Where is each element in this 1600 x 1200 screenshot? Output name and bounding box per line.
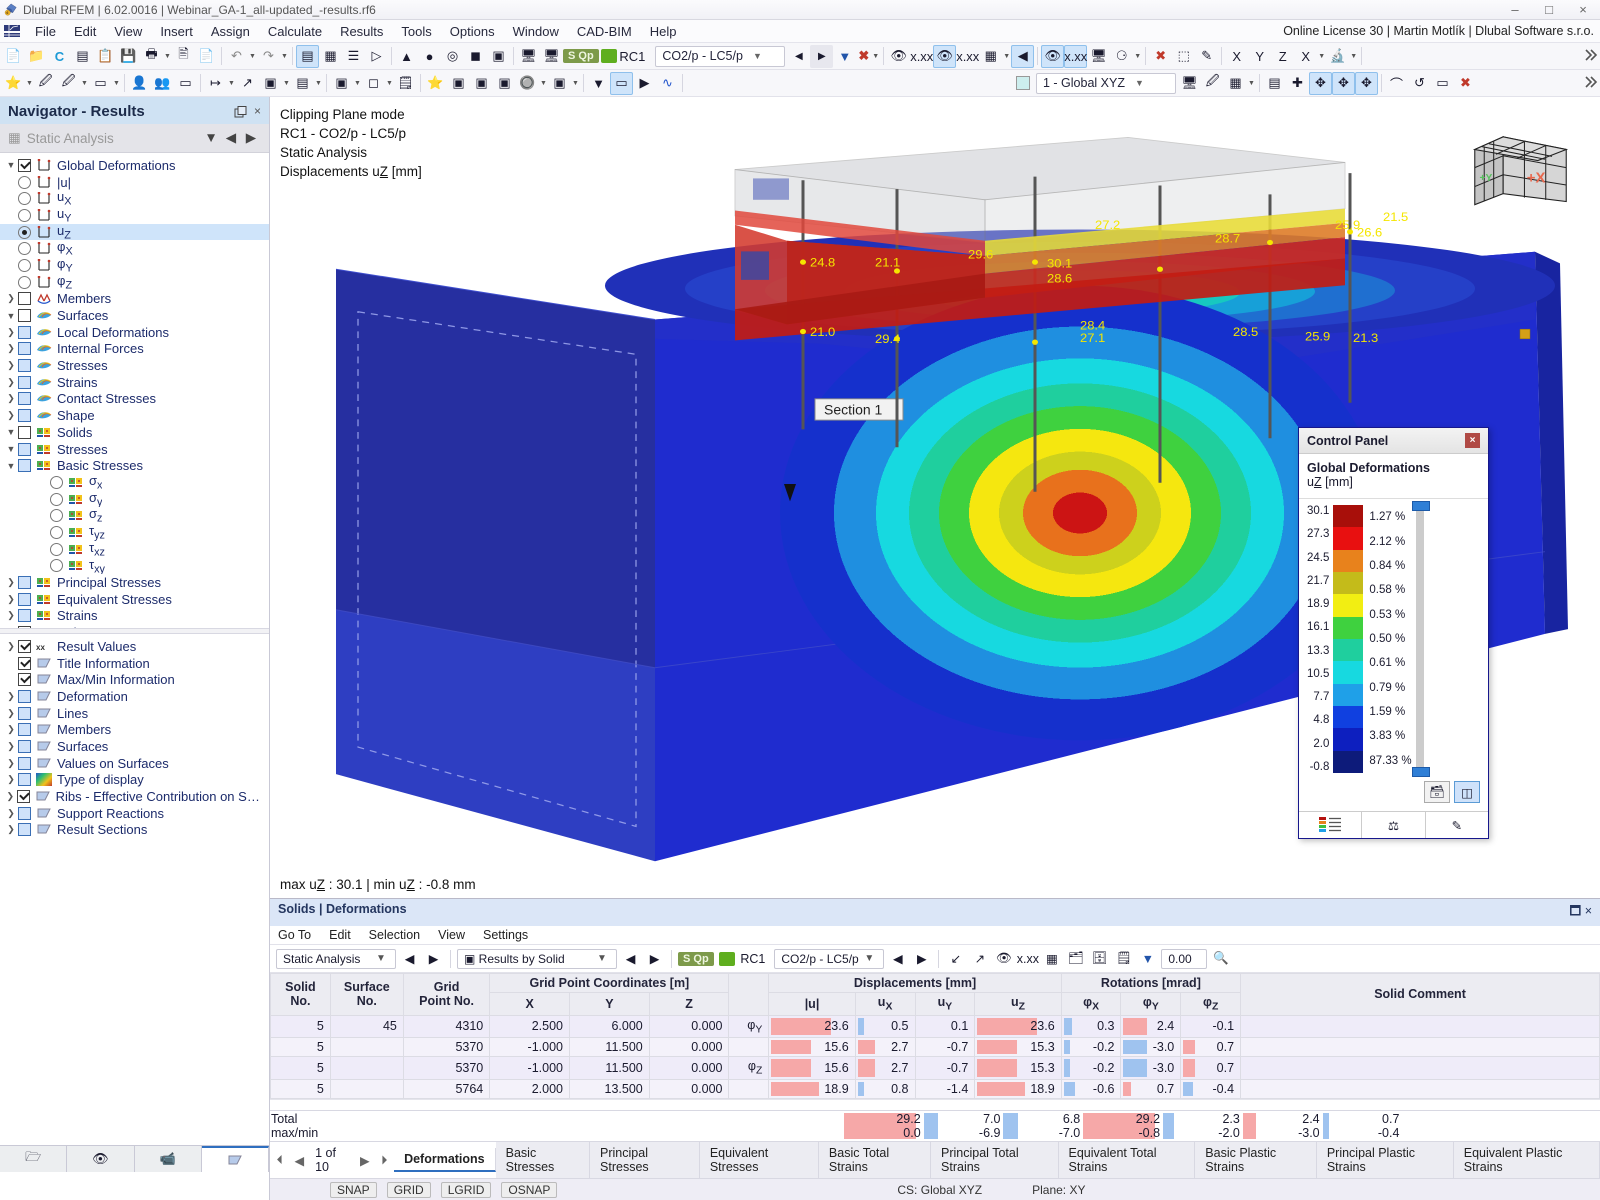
svg-text:28.7: 28.7 — [1215, 232, 1240, 245]
svg-text:Section 1: Section 1 — [824, 403, 882, 418]
svg-text:28.4: 28.4 — [1080, 319, 1105, 332]
svg-text:30.1: 30.1 — [1047, 257, 1072, 270]
svg-text:28.5: 28.5 — [1233, 326, 1258, 339]
svg-text:+X: +X — [1527, 170, 1546, 187]
svg-text:29.4: 29.4 — [875, 333, 900, 346]
svg-text:25.9: 25.9 — [1305, 330, 1330, 343]
svg-text:27.1: 27.1 — [1080, 332, 1105, 345]
svg-text:26.6: 26.6 — [1357, 226, 1382, 239]
svg-text:25.9: 25.9 — [1335, 219, 1360, 232]
svg-text:21.1: 21.1 — [875, 256, 900, 269]
svg-text:21.3: 21.3 — [1353, 332, 1378, 345]
svg-text:21.5: 21.5 — [1383, 211, 1408, 224]
svg-text:24.8: 24.8 — [810, 256, 835, 269]
svg-text:28.6: 28.6 — [1047, 272, 1072, 285]
svg-text:29.6: 29.6 — [968, 248, 993, 261]
svg-text:27.2: 27.2 — [1095, 219, 1120, 232]
svg-text:6: 6 — [6, 10, 8, 14]
svg-text:21.0: 21.0 — [810, 326, 835, 339]
svg-text:+Y: +Y — [1480, 173, 1493, 184]
